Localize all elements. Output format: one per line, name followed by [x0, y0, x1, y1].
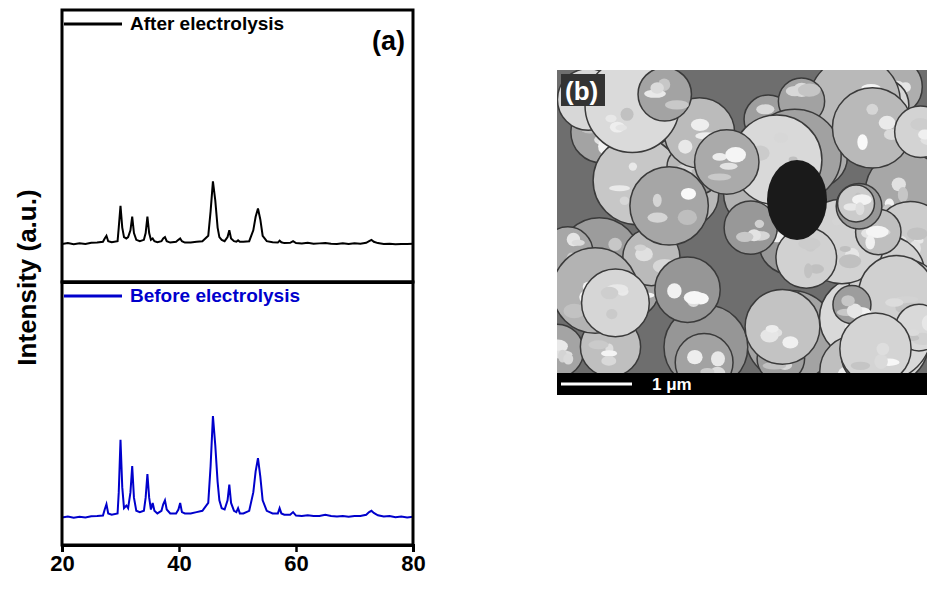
flake	[879, 116, 896, 130]
flake	[601, 287, 618, 300]
pore	[767, 160, 827, 240]
flake	[885, 298, 903, 307]
flake	[766, 325, 779, 333]
flake	[601, 350, 617, 356]
flake	[634, 245, 646, 251]
flake	[756, 104, 774, 114]
flake	[711, 351, 725, 366]
flake	[922, 315, 927, 331]
flake	[653, 194, 662, 207]
scale-bar	[561, 383, 632, 386]
flake	[898, 187, 908, 202]
flake	[615, 125, 627, 131]
flake	[910, 118, 927, 130]
flake	[667, 283, 682, 298]
flake	[678, 210, 697, 225]
flake	[681, 188, 696, 200]
flake	[647, 213, 667, 223]
flake	[774, 132, 788, 142]
y-axis-title: Intensity (a.u.)	[12, 189, 42, 365]
sem-image: 1 μm (b)	[530, 47, 936, 408]
scale-strip	[557, 373, 927, 395]
x-tick-label: 80	[401, 551, 425, 576]
flake	[687, 350, 703, 364]
flake	[874, 354, 887, 369]
flake	[691, 119, 709, 131]
flake	[720, 163, 738, 170]
flake	[606, 309, 617, 319]
grain	[745, 289, 820, 364]
scale-label: 1 μm	[652, 375, 692, 394]
xrd-line	[62, 416, 413, 518]
flake	[650, 82, 664, 93]
flake	[907, 227, 927, 240]
flake	[621, 108, 634, 121]
flake	[678, 140, 692, 154]
flake	[629, 162, 637, 170]
subplot: After electrolysis (a)	[62, 10, 414, 283]
flake	[608, 238, 622, 251]
x-tick: 60	[284, 545, 308, 576]
panel-label-bg	[561, 74, 605, 106]
flake	[712, 153, 726, 161]
legend-swatch	[64, 295, 122, 298]
subplot: Before electrolysis 20 40 60 80	[50, 282, 425, 576]
flake	[725, 147, 746, 162]
flake	[708, 173, 732, 180]
legend-label: After electrolysis	[130, 13, 284, 34]
flake	[855, 202, 864, 215]
grain	[582, 269, 650, 337]
flake	[918, 129, 927, 139]
grain	[655, 257, 720, 322]
plot-frame	[62, 282, 413, 545]
xrd-line	[62, 181, 413, 244]
flake	[563, 353, 573, 364]
plot-area	[62, 181, 413, 244]
plot-area	[62, 416, 413, 518]
flake	[841, 295, 855, 306]
x-tick-label: 20	[50, 551, 74, 576]
flake	[605, 115, 616, 123]
flake	[588, 340, 608, 349]
flake	[665, 100, 689, 109]
axis-line	[63, 546, 414, 553]
x-tick-label: 40	[167, 551, 191, 576]
flake	[865, 236, 875, 250]
flake	[609, 185, 630, 191]
x-axis: 20 40 60 80	[50, 545, 425, 576]
panel-label: (b)	[565, 76, 598, 106]
flake	[840, 246, 851, 252]
flake	[620, 197, 630, 205]
x-tick: 40	[167, 545, 191, 576]
flake	[736, 232, 753, 242]
flake	[804, 263, 812, 278]
flake	[572, 240, 585, 246]
flake	[866, 104, 878, 115]
x-tick: 80	[401, 545, 425, 576]
panel-label: (a)	[372, 26, 405, 56]
plot-frame	[62, 10, 413, 282]
grain	[695, 130, 759, 194]
grain	[630, 167, 708, 245]
legend-label: Before electrolysis	[130, 285, 300, 306]
figure: After electrolysis (a) Intensity (a.u.) Bef…	[0, 0, 936, 594]
grain	[836, 183, 882, 229]
flake	[684, 291, 705, 304]
flake	[601, 356, 616, 366]
legend-swatch	[64, 23, 122, 26]
flake	[755, 220, 764, 228]
grain	[895, 106, 927, 158]
flake	[798, 83, 821, 96]
sem-texture	[557, 70, 927, 395]
flake	[851, 362, 870, 370]
grain	[838, 185, 875, 222]
grain	[638, 70, 691, 121]
flake	[877, 343, 890, 356]
x-tick: 20	[50, 545, 74, 576]
flake	[782, 336, 798, 348]
flake	[857, 134, 867, 150]
grain	[557, 324, 584, 377]
flake	[839, 254, 861, 268]
x-tick-label: 60	[284, 551, 308, 576]
